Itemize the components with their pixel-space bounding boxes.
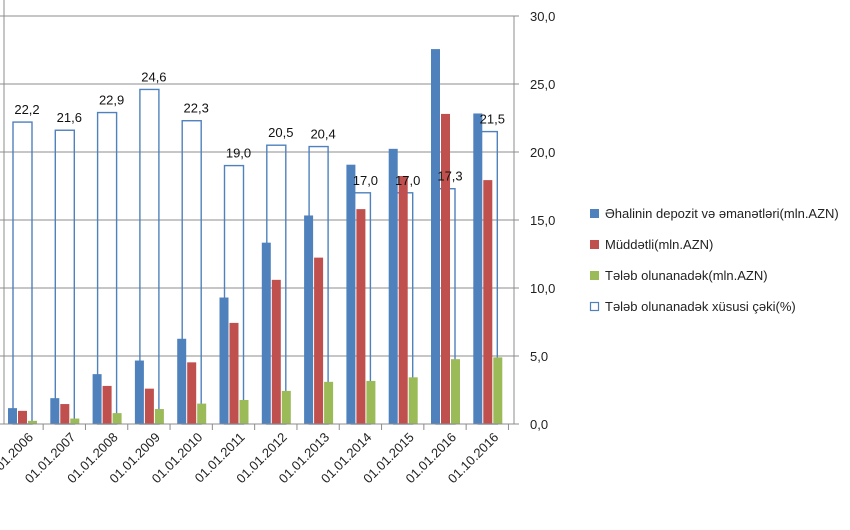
right-axis-tick-label: 10,0 xyxy=(530,281,555,296)
data-label: 17,0 xyxy=(353,173,378,188)
bar xyxy=(134,360,144,424)
data-labels: 22,2 21,6 22,9 24,6 22,3 19,0 20,5 20,4 17,0 17,0… xyxy=(14,69,505,187)
legend-swatch xyxy=(589,301,600,312)
bar xyxy=(314,257,324,424)
bar xyxy=(8,408,17,424)
legend-swatch xyxy=(590,209,599,218)
bar xyxy=(271,279,281,424)
bar xyxy=(197,403,207,424)
bar xyxy=(154,409,164,424)
legend-label: Tələb olunanadək(mln.AZN) xyxy=(605,268,768,283)
bar xyxy=(187,362,197,424)
legend-label: Əhalinin depozit və əmanətləri(mln.AZN) xyxy=(605,206,839,221)
legend-label: Müddətli(mln.AZN) xyxy=(605,237,713,252)
right-axis-tick-label: 30,0 xyxy=(530,9,555,24)
bar xyxy=(28,420,37,424)
legend-swatch xyxy=(590,271,599,280)
data-label: 22,3 xyxy=(184,101,209,116)
bar xyxy=(144,388,154,424)
bar xyxy=(92,374,102,424)
right-axis-tick-label: 25,0 xyxy=(530,77,555,92)
data-label: 17,3 xyxy=(437,169,462,184)
data-label: 19,0 xyxy=(226,146,251,161)
data-label: 21,6 xyxy=(57,110,82,125)
right-axis-tick-label: 0,0 xyxy=(530,417,548,432)
data-label: 20,4 xyxy=(310,127,335,142)
legend-swatch xyxy=(590,240,599,249)
bar xyxy=(356,209,366,424)
bar xyxy=(219,297,229,424)
percentage-bar xyxy=(54,129,75,425)
bar xyxy=(398,176,408,424)
bar xyxy=(239,399,249,424)
right-axis-tick-label: 5,0 xyxy=(530,349,548,364)
bars xyxy=(8,49,503,425)
bar xyxy=(441,113,450,425)
bar xyxy=(261,242,271,424)
bar xyxy=(451,359,460,424)
bar xyxy=(388,148,398,424)
bar xyxy=(60,404,70,424)
bar xyxy=(229,322,239,424)
bar xyxy=(346,164,356,424)
bar xyxy=(18,410,27,424)
bar xyxy=(431,49,440,425)
legend: Əhalinin depozit və əmanətləri(mln.AZN) M… xyxy=(589,206,839,314)
bar xyxy=(366,380,376,424)
gridlines xyxy=(0,15,514,357)
bar xyxy=(177,338,187,424)
legend-label: Tələb olunanadək xüsusi çəki(%) xyxy=(605,299,796,314)
bar xyxy=(102,385,112,424)
data-label: 17,0 xyxy=(395,173,420,188)
right-axis-tick-label: 15,0 xyxy=(530,213,555,228)
data-label: 21,5 xyxy=(480,112,505,127)
bar xyxy=(50,398,60,424)
bar xyxy=(70,418,80,424)
bar xyxy=(493,357,503,424)
data-label: 22,2 xyxy=(14,102,39,117)
data-label: 22,9 xyxy=(99,93,124,108)
data-label: 24,6 xyxy=(141,69,166,84)
percentage-bar xyxy=(12,121,33,425)
bar xyxy=(281,390,291,424)
bar xyxy=(112,413,122,424)
bar xyxy=(473,113,483,424)
bar xyxy=(324,381,334,424)
data-label: 20,5 xyxy=(268,125,293,140)
bar xyxy=(483,180,493,424)
right-axis-tick-label: 20,0 xyxy=(530,145,555,160)
bar xyxy=(304,215,314,424)
bar xyxy=(408,377,418,424)
